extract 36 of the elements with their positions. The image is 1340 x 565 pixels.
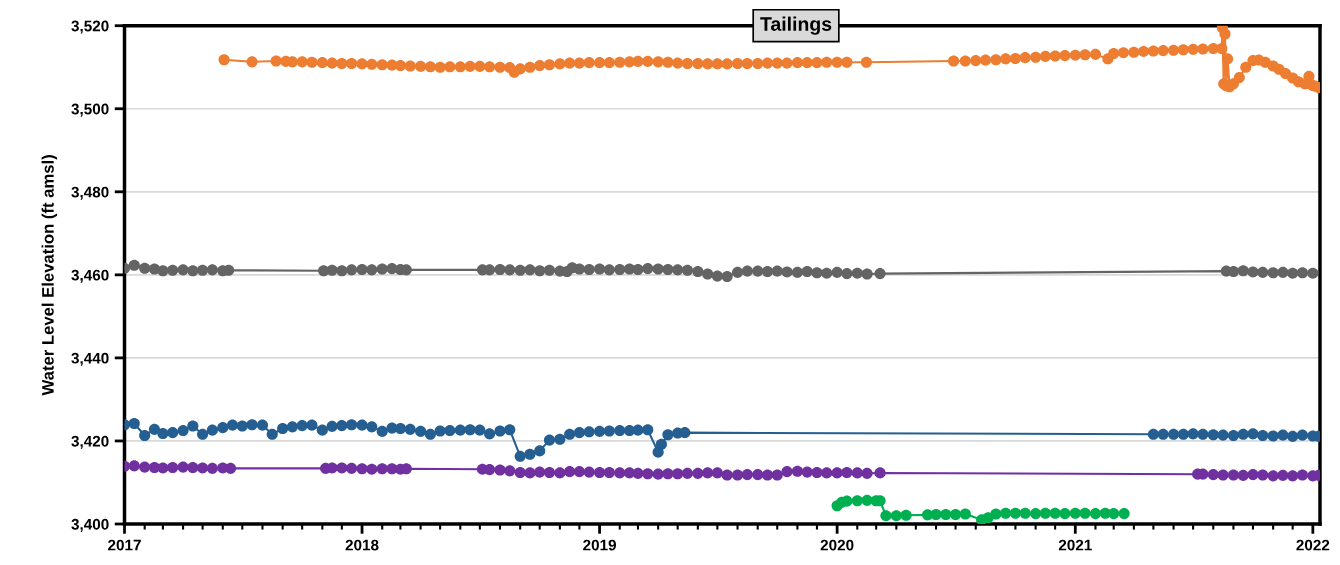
point: [1049, 507, 1061, 519]
point: [1079, 507, 1091, 519]
y-axis-title: Water Level Elevation (ft amsl): [41, 155, 58, 396]
point: [1039, 507, 1051, 519]
point: [1118, 508, 1130, 520]
y-tick-label: 3,480: [71, 186, 109, 200]
point: [1019, 507, 1031, 519]
point: [1069, 507, 1081, 519]
point: [1059, 508, 1071, 520]
y-tick-label: 3,420: [71, 435, 109, 449]
y-tick-label: 3,500: [71, 103, 109, 117]
x-tick-label: 2022: [1296, 539, 1330, 551]
point: [950, 508, 962, 520]
x-tick-label: 2017: [108, 539, 141, 551]
point: [900, 509, 912, 521]
point: [1009, 507, 1021, 519]
point: [880, 510, 892, 522]
point: [959, 508, 971, 520]
point: [861, 494, 873, 506]
point: [940, 508, 952, 520]
x-tick-label: 2020: [820, 539, 854, 551]
point: [930, 508, 942, 520]
x-tick-label: 2021: [1058, 539, 1092, 551]
point: [1108, 508, 1120, 520]
point: [1000, 507, 1012, 519]
x-tick-label: 2018: [345, 539, 379, 551]
x-tick-label: 2019: [583, 539, 616, 551]
point: [890, 510, 902, 522]
point: [1089, 508, 1102, 520]
y-tick-label: 3,440: [71, 352, 109, 366]
chart-title: Tailings: [760, 16, 832, 35]
point: [1030, 508, 1042, 520]
y-tick-label: 3,520: [71, 20, 109, 34]
y-tick-label: 3,400: [71, 518, 109, 532]
point: [851, 495, 863, 507]
y-tick-label: 3,460: [71, 269, 109, 283]
